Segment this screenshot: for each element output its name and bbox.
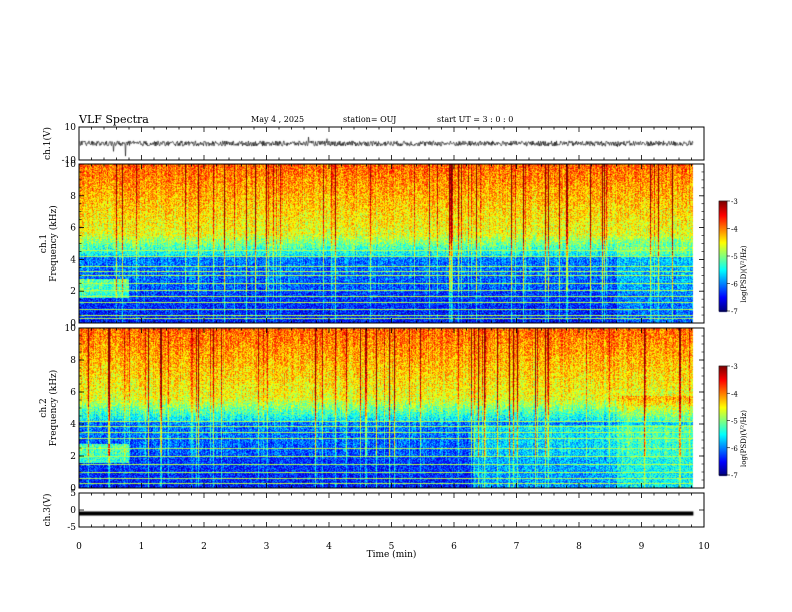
y-axis-label: ch.2: [39, 398, 49, 417]
x-tick-label: 3: [264, 542, 270, 552]
x-tick-label: 9: [639, 542, 645, 552]
y-tick-label: 10: [65, 324, 77, 334]
panel-frame-3: [78, 327, 705, 489]
colorbar-tick-label: -6: [731, 281, 738, 289]
colorbar-frame: [718, 365, 728, 476]
x-tick-label: 2: [201, 542, 207, 552]
colorbar-tick-label: -7: [731, 472, 738, 480]
y-tick-label: 8: [70, 356, 76, 366]
y-tick-label: 0: [70, 506, 76, 516]
y-tick-label: 6: [70, 388, 76, 398]
y-tick-label: 10: [65, 123, 77, 133]
x-tick-label: 5: [389, 542, 395, 552]
y-tick-label: 0: [70, 484, 76, 494]
y-axis-label: ch.1: [39, 234, 49, 253]
y-tick-label: 4: [70, 420, 76, 430]
y-tick-label: -5: [67, 523, 76, 533]
colorbar-tick-label: -4: [731, 226, 738, 234]
y-axis-label: Frequency (kHz): [48, 370, 59, 447]
station-label: station= OUJ: [343, 115, 397, 124]
colorbar-tick-label: -3: [731, 363, 738, 371]
x-tick-label: 0: [76, 542, 82, 552]
x-axis-label: Time (min): [367, 549, 417, 560]
colorbar-tick-label: -3: [731, 198, 738, 206]
y-tick-label: 0: [70, 319, 76, 329]
y-tick-label: -10: [62, 156, 77, 166]
y-axis-label: ch.3(V): [42, 494, 53, 527]
y-tick-label: 8: [70, 192, 76, 202]
panel-frame-2: [78, 163, 705, 324]
x-tick-label: 10: [698, 542, 710, 552]
x-tick-label: 4: [326, 542, 332, 552]
y-axis-label: ch.1(V): [42, 127, 53, 160]
panel-frame-4: [78, 492, 705, 528]
date-label: May 4 , 2025: [251, 115, 305, 124]
colorbar-tick-label: -6: [731, 445, 738, 453]
colorbar-tick-label: -5: [731, 253, 738, 261]
colorbar-label: log(PSD)(V²/Hz): [740, 245, 748, 302]
x-tick-label: 8: [576, 542, 582, 552]
chart-title: VLF Spectra: [79, 113, 149, 126]
y-tick-label: 4: [70, 255, 76, 265]
x-tick-label: 6: [451, 542, 457, 552]
x-tick-label: 1: [139, 542, 145, 552]
y-tick-label: 5: [70, 489, 76, 499]
x-tick-label: 7: [514, 542, 520, 552]
colorbar-label: log(PSD)(V²/Hz): [740, 410, 748, 467]
colorbar-tick-label: -4: [731, 390, 738, 398]
y-tick-label: 2: [70, 287, 76, 297]
colorbar-tick-label: -7: [731, 308, 738, 316]
y-tick-label: 2: [70, 452, 76, 462]
y-axis-label: Frequency (kHz): [48, 205, 59, 282]
y-tick-label: 10: [65, 160, 77, 170]
colorbar-frame: [718, 200, 728, 312]
start-time-label: start UT = 3 : 0 : 0: [437, 115, 514, 124]
colorbar-tick-label: -5: [731, 418, 738, 426]
y-tick-label: 6: [70, 224, 76, 234]
